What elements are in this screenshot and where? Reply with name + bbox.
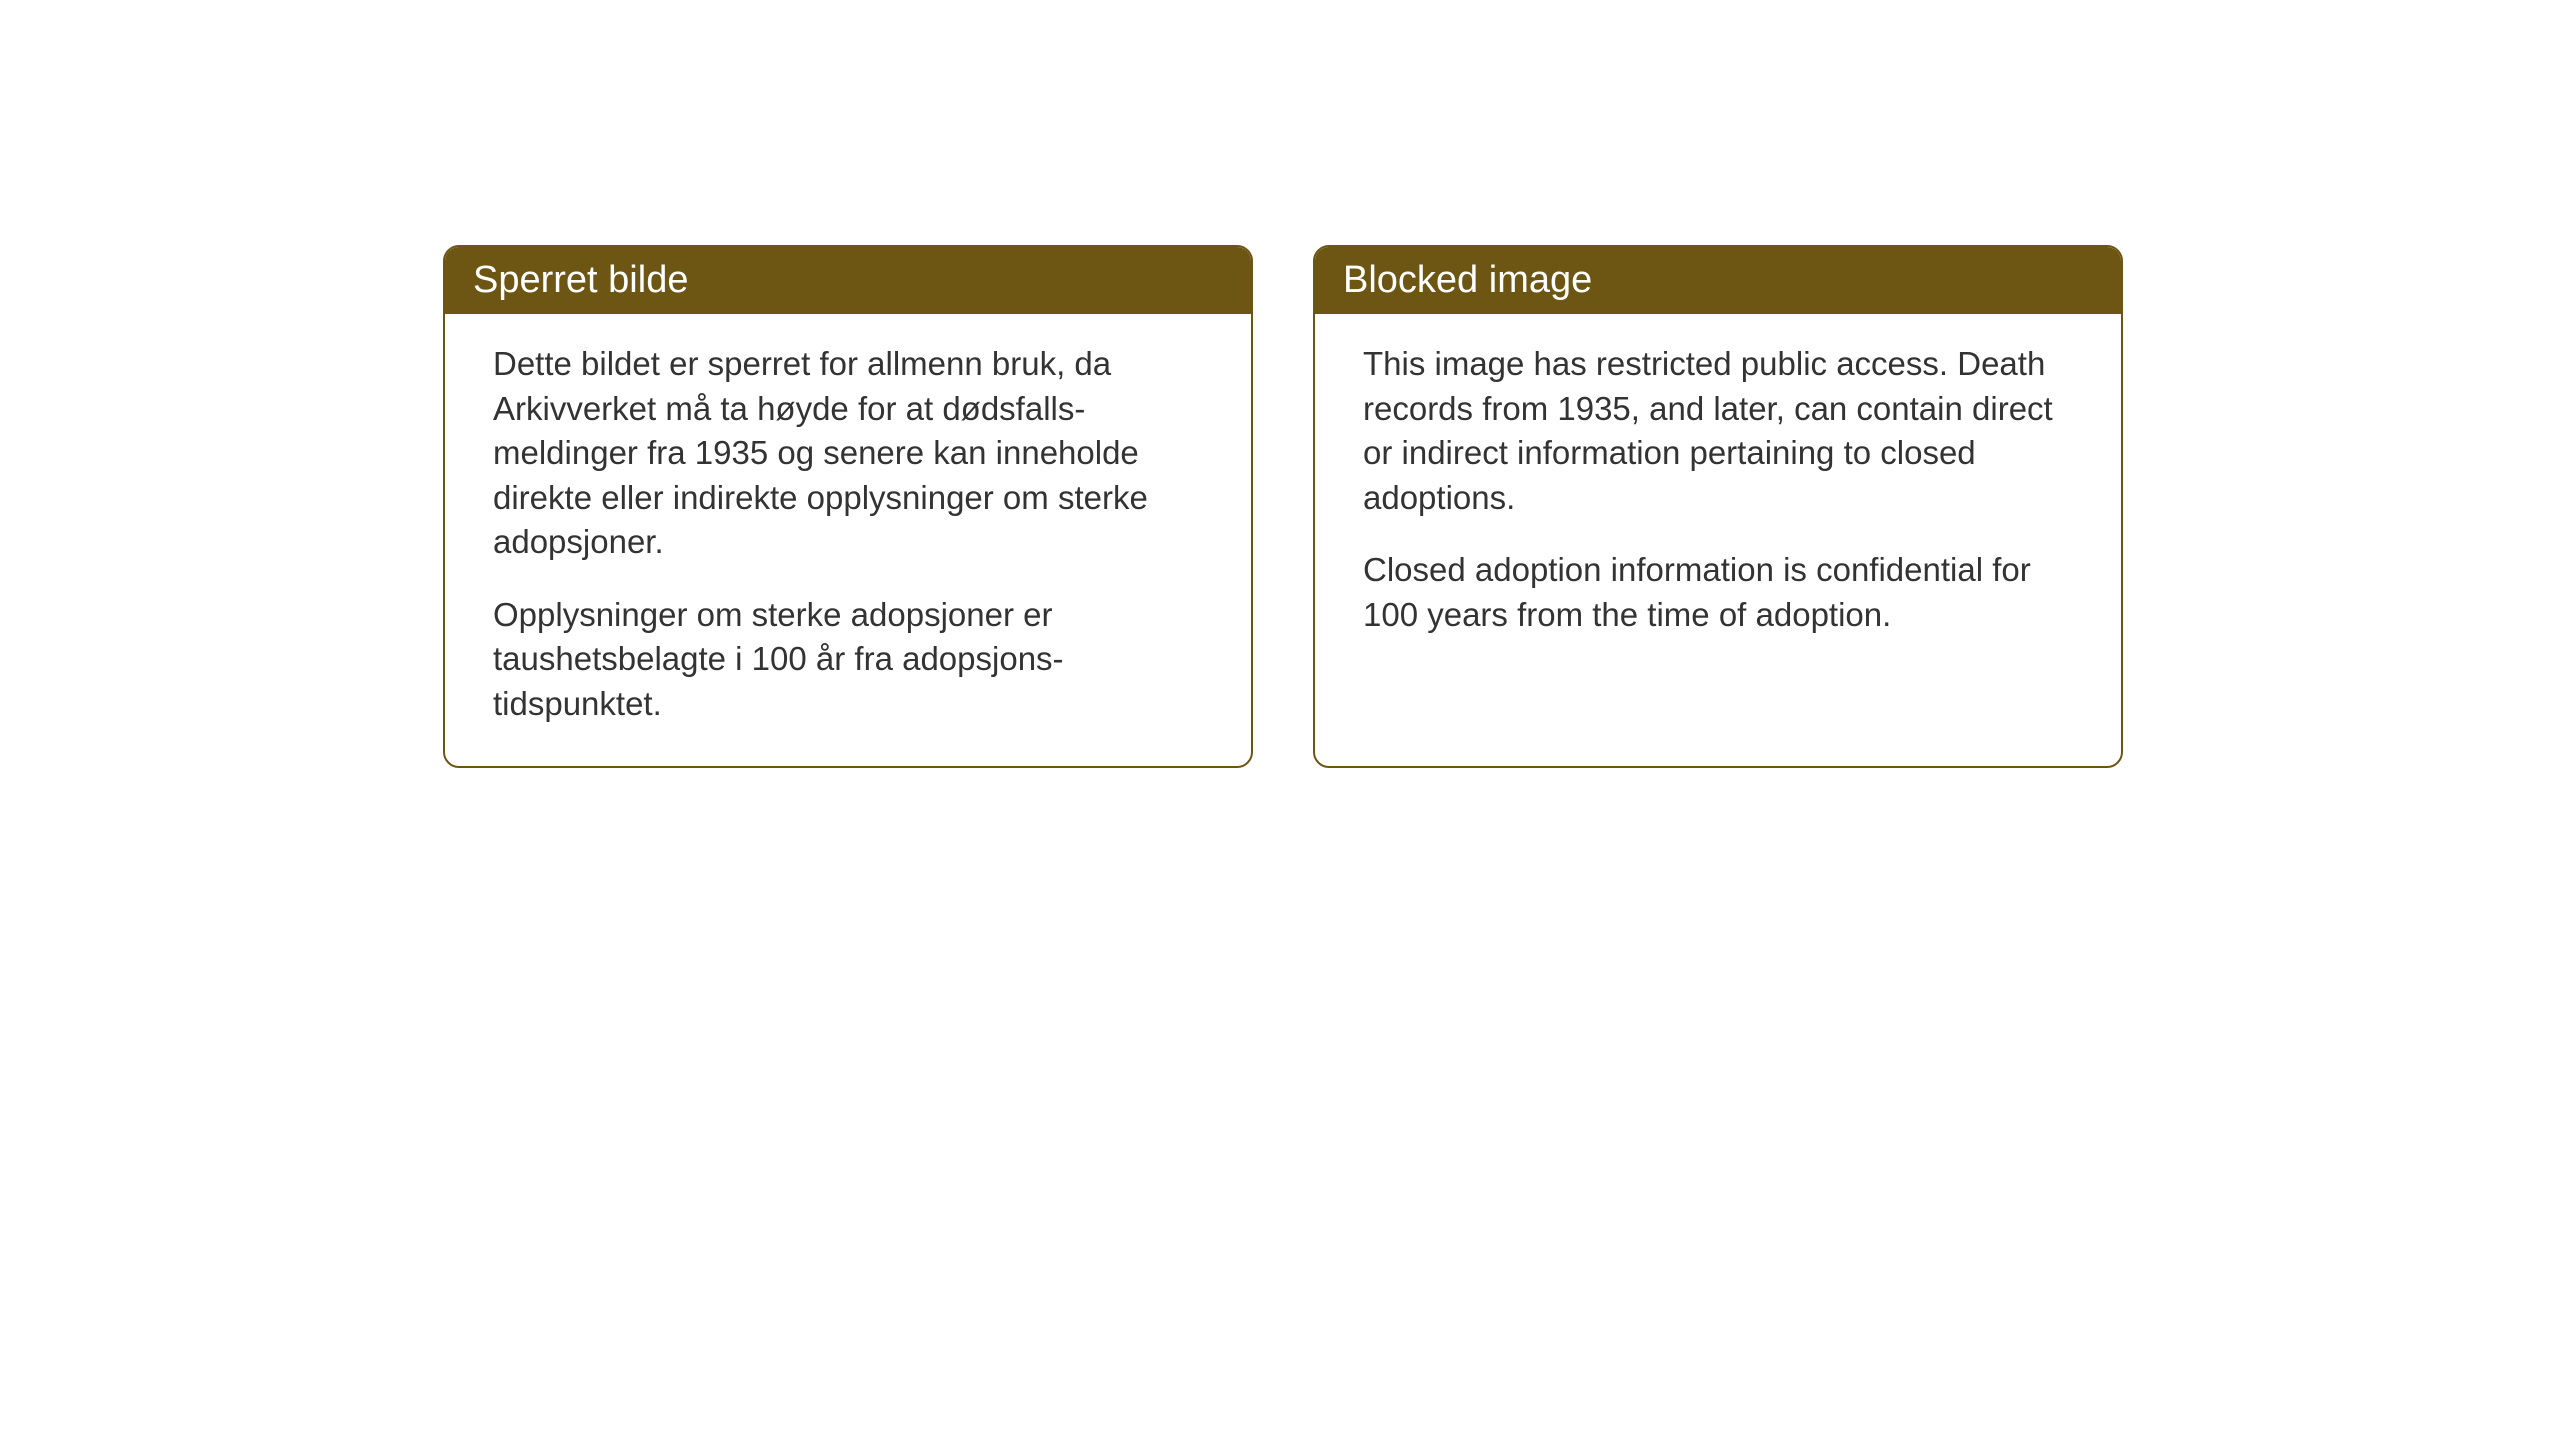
norwegian-paragraph-2: Opplysninger om sterke adopsjoner er tau… (493, 593, 1203, 727)
english-paragraph-2: Closed adoption information is confident… (1363, 548, 2073, 637)
english-card-body: This image has restricted public access.… (1315, 314, 2121, 677)
norwegian-card-header: Sperret bilde (445, 247, 1251, 314)
english-paragraph-1: This image has restricted public access.… (1363, 342, 2073, 520)
notice-container: Sperret bilde Dette bildet er sperret fo… (443, 245, 2123, 768)
english-card-title: Blocked image (1343, 259, 1592, 301)
norwegian-paragraph-1: Dette bildet er sperret for allmenn bruk… (493, 342, 1203, 565)
norwegian-card-body: Dette bildet er sperret for allmenn bruk… (445, 314, 1251, 766)
norwegian-card-title: Sperret bilde (473, 259, 688, 301)
norwegian-card: Sperret bilde Dette bildet er sperret fo… (443, 245, 1253, 768)
english-card: Blocked image This image has restricted … (1313, 245, 2123, 768)
english-card-header: Blocked image (1315, 247, 2121, 314)
